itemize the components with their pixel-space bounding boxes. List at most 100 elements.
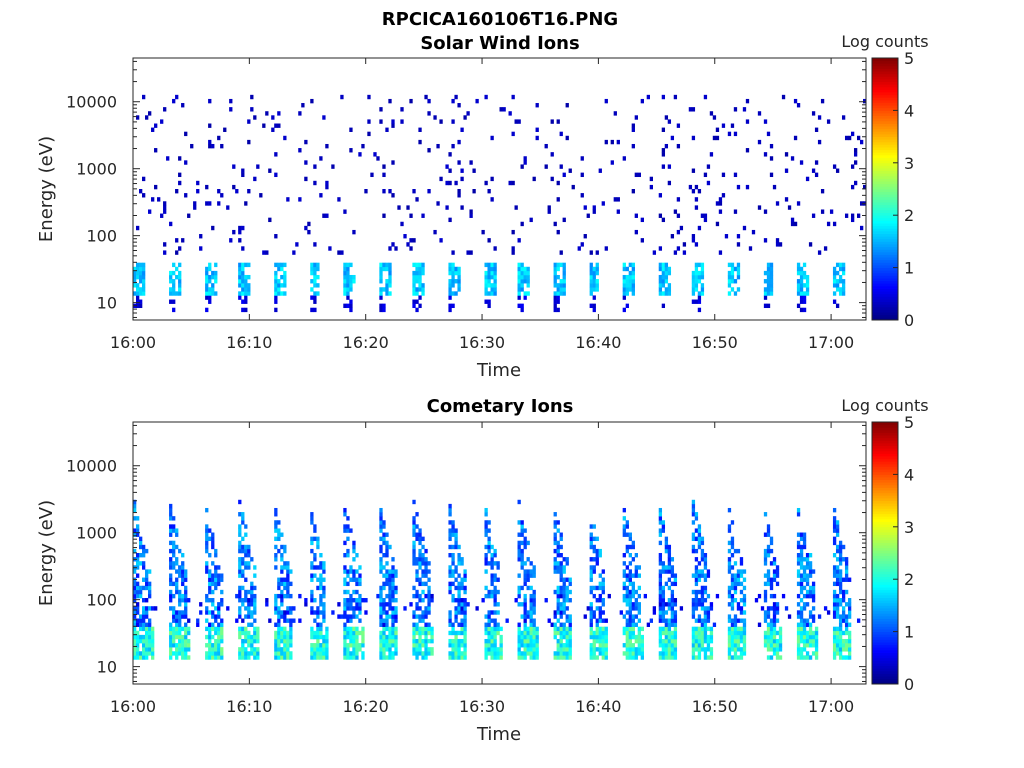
spectrogram-cell <box>286 581 290 587</box>
spectrogram-cell <box>556 651 560 656</box>
spectrogram-cell <box>148 618 152 623</box>
spectrogram-cell <box>214 651 218 656</box>
spectrogram-cell <box>742 107 747 112</box>
spectrogram-cell <box>562 557 566 562</box>
spectrogram-cell <box>733 647 738 652</box>
spectrogram-cell <box>472 168 476 173</box>
spectrogram-cell <box>556 119 560 124</box>
spectrogram-cell <box>820 189 825 194</box>
spectrogram-cell <box>250 585 254 591</box>
spectrogram-cell <box>415 606 419 611</box>
spectrogram-cell <box>358 618 362 623</box>
spectrogram-cell <box>169 516 173 521</box>
spectrogram-cell <box>241 544 245 550</box>
spectrogram-cell <box>739 561 744 566</box>
spectrogram-cell <box>535 630 539 636</box>
spectrogram-cell <box>172 634 176 640</box>
spectrogram-cell <box>412 528 416 533</box>
spectrogram-cell <box>703 589 708 595</box>
spectrogram-cell <box>139 189 143 194</box>
spectrogram-cell <box>625 602 629 607</box>
spectrogram-cell <box>799 283 804 288</box>
spectrogram-cell <box>814 655 819 660</box>
spectrogram-cell <box>694 283 699 288</box>
spectrogram-cell <box>661 270 666 276</box>
spectrogram-cell <box>523 643 527 648</box>
spectrogram-cell <box>460 581 464 587</box>
spectrogram-cell <box>247 565 251 570</box>
spectrogram-cell <box>172 643 176 648</box>
spectrogram-cell <box>799 634 804 640</box>
spectrogram-cell <box>343 598 347 603</box>
spectrogram-cell <box>343 565 347 570</box>
spectrogram-cell <box>409 246 413 251</box>
spectrogram-cell <box>415 573 419 578</box>
spectrogram-cell <box>139 561 143 566</box>
spectrogram-cell <box>136 516 140 521</box>
spectrogram-cell <box>385 548 389 554</box>
spectrogram-cell <box>280 647 284 652</box>
spectrogram-cell <box>520 279 524 284</box>
spectrogram-cell <box>418 553 422 558</box>
spectrogram-cell <box>697 643 702 648</box>
spectrogram-cell <box>460 606 464 611</box>
spectrogram-cell <box>667 287 672 292</box>
spectrogram-cell <box>427 189 431 194</box>
spectrogram-cell <box>211 225 215 231</box>
spectrogram-cell <box>175 655 179 660</box>
spectrogram-cell <box>364 598 368 603</box>
spectrogram-cell <box>256 655 260 660</box>
spectrogram-cell <box>556 602 560 607</box>
spectrogram-cell <box>139 536 143 542</box>
spectrogram-cell <box>835 634 840 640</box>
spectrogram-cell <box>694 626 699 632</box>
spectrogram-cell <box>772 561 777 566</box>
spectrogram-cell <box>241 225 245 231</box>
spectrogram-cell <box>346 643 350 648</box>
spectrogram-cell <box>811 606 816 611</box>
spectrogram-cell <box>631 655 635 660</box>
spectrogram-cell <box>562 622 566 627</box>
spectrogram-cell <box>172 626 176 632</box>
spectrogram-cell <box>631 651 635 656</box>
spectrogram-cell <box>241 643 245 648</box>
spectrogram-cell <box>553 614 557 619</box>
spectrogram-cell <box>694 279 699 284</box>
spectrogram-cell <box>787 205 792 210</box>
spectrogram-cell <box>205 634 209 640</box>
spectrogram-cell <box>568 630 572 636</box>
spectrogram-cell <box>379 507 383 513</box>
spectrogram-cell <box>316 622 320 627</box>
colorbar-segment <box>872 225 898 229</box>
spectrogram-cell <box>136 287 140 292</box>
colorbar-segment <box>872 99 898 103</box>
colorbar-tick-label: 0 <box>904 311 914 330</box>
spectrogram-cell <box>517 573 521 578</box>
spectrogram-cell <box>184 160 188 165</box>
spectrogram-cell <box>568 647 572 652</box>
spectrogram-cell <box>382 602 386 607</box>
spectrogram-cell <box>493 647 497 652</box>
cometary-ylabel: Energy (eV) <box>36 500 57 606</box>
spectrogram-cell <box>214 548 218 554</box>
spectrogram-cell <box>379 295 383 300</box>
colorbar-segment <box>872 534 898 538</box>
colorbar-segment <box>872 175 898 179</box>
spectrogram-cell <box>340 614 344 619</box>
spectrogram-cell <box>136 581 140 587</box>
spectrogram-cell <box>691 234 696 239</box>
colorbar-segment <box>872 631 898 635</box>
spectrogram-cell <box>523 561 527 566</box>
spectrogram-cell <box>460 561 464 566</box>
spectrogram-cell <box>487 638 491 644</box>
spectrogram-cell <box>310 548 314 554</box>
spectrogram-cell <box>523 655 527 660</box>
spectrogram-cell <box>565 643 569 648</box>
spectrogram-cell <box>220 598 224 603</box>
spectrogram-cell <box>172 307 176 313</box>
spectrogram-cell <box>451 581 455 587</box>
spectrogram-cell <box>172 299 176 304</box>
spectrogram-cell <box>178 180 182 186</box>
spectrogram-cell <box>454 643 458 648</box>
spectrogram-cell <box>694 602 699 607</box>
